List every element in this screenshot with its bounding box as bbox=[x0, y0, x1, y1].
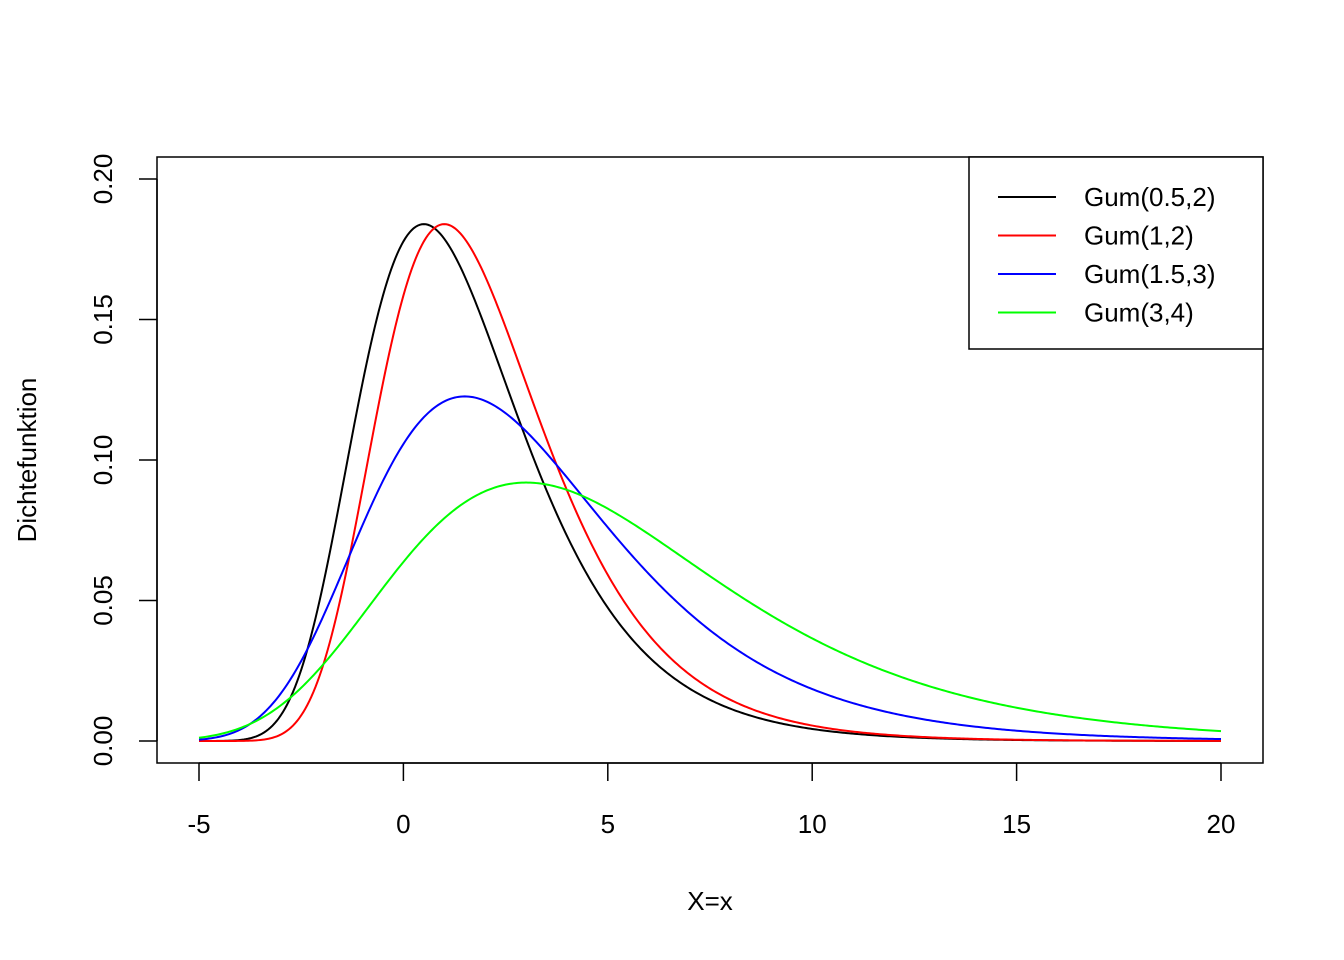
series-line-4 bbox=[198, 481, 1222, 739]
legend: Gum(0.5,2) Gum(1,2) Gum(1.5,3) Gum(3,4) bbox=[968, 156, 1264, 350]
y-tick-label: 0.00 bbox=[88, 716, 118, 767]
y-tick-label: 0.10 bbox=[88, 435, 118, 486]
x-tick-label: 0 bbox=[396, 809, 410, 839]
x-tick-label: -5 bbox=[187, 809, 210, 839]
y-tick-label: 0.05 bbox=[88, 575, 118, 626]
y-axis: 0.00 0.05 0.10 0.15 0.20 bbox=[88, 154, 158, 767]
series-line-2 bbox=[199, 223, 1221, 742]
y-tick-label: 0.20 bbox=[88, 154, 118, 205]
series-line-3 bbox=[198, 395, 1222, 741]
legend-label: Gum(1.5,3) bbox=[1084, 259, 1216, 289]
series-layer bbox=[198, 223, 1222, 742]
x-tick-label: 15 bbox=[1002, 809, 1031, 839]
x-axis: -5 0 5 10 15 20 bbox=[187, 762, 1236, 839]
x-axis-label: X=x bbox=[687, 886, 733, 916]
legend-label: Gum(1,2) bbox=[1084, 221, 1194, 251]
x-tick-label: 20 bbox=[1207, 809, 1236, 839]
legend-box bbox=[968, 156, 1264, 350]
x-tick-label: 5 bbox=[601, 809, 615, 839]
legend-label: Gum(0.5,2) bbox=[1084, 182, 1216, 212]
y-axis-label: Dichtefunktion bbox=[12, 378, 42, 543]
legend-label: Gum(3,4) bbox=[1084, 298, 1194, 328]
x-tick-label: 10 bbox=[798, 809, 827, 839]
y-tick-label: 0.15 bbox=[88, 294, 118, 345]
